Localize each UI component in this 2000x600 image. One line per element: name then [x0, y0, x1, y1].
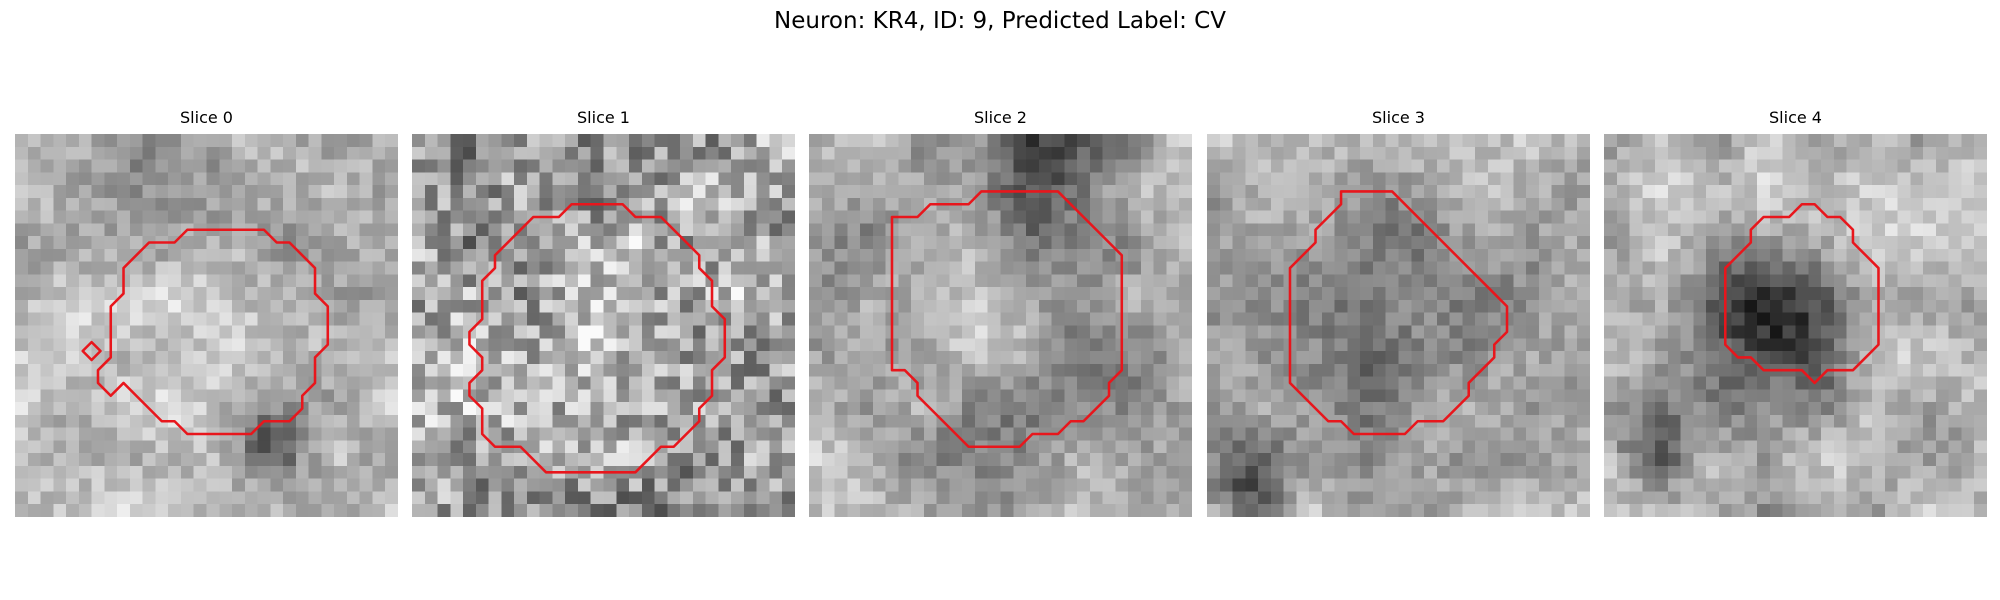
slice-title-2: Slice 2: [974, 108, 1027, 127]
slice-image-2: [809, 134, 1192, 517]
segmentation-contour: [1288, 190, 1509, 436]
segmentation-contour: [1724, 202, 1880, 385]
slice-0-canvas: [15, 134, 398, 517]
slice-title-0: Slice 0: [180, 108, 233, 127]
slice-image-1: [412, 134, 795, 517]
slice-title-1: Slice 1: [577, 108, 630, 127]
slice-title-3: Slice 3: [1372, 108, 1425, 127]
pixel-grid: [1604, 134, 1987, 517]
segmentation-contour-small: [81, 340, 102, 362]
segmentation-contour: [890, 190, 1124, 449]
slice-image-0: [15, 134, 398, 517]
slice-image-3: [1207, 134, 1590, 517]
pixel-grid: [1207, 134, 1590, 517]
slice-2-canvas: [809, 134, 1192, 517]
slice-1-canvas: [412, 134, 795, 517]
slice-4-canvas: [1604, 134, 1987, 517]
slice-image-4: [1604, 134, 1987, 517]
pixel-grid: [412, 134, 795, 517]
slice-3-canvas: [1207, 134, 1590, 517]
segmentation-contour: [96, 228, 330, 436]
slice-title-4: Slice 4: [1769, 108, 1822, 127]
pixel-grid: [15, 134, 398, 517]
figure-title: Neuron: KR4, ID: 9, Predicted Label: CV: [774, 8, 1226, 34]
segmentation-contour: [468, 202, 727, 474]
